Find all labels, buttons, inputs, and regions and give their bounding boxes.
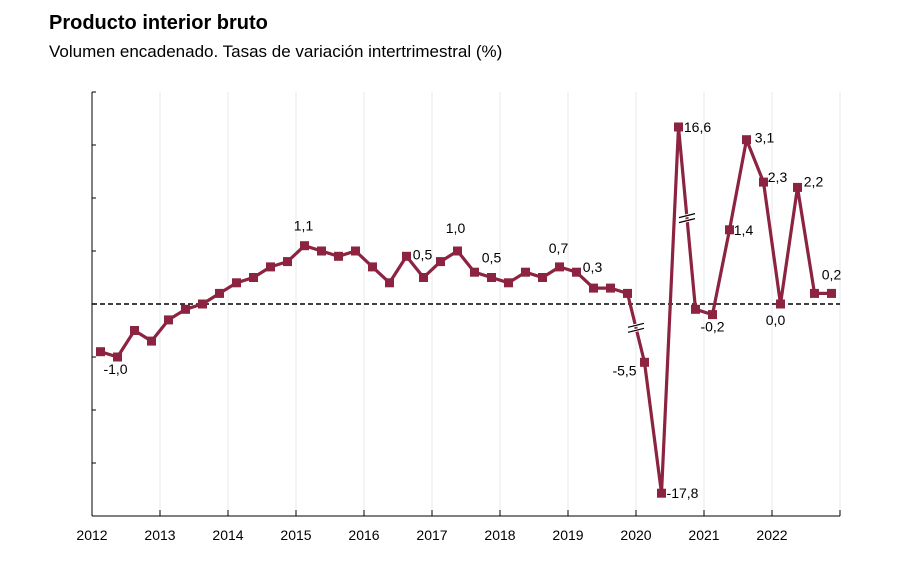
x-tick-label: 2021: [688, 527, 719, 543]
data-label: -17,8: [667, 485, 699, 501]
x-tick-label: 2016: [348, 527, 379, 543]
data-label: 0,7: [549, 240, 569, 256]
data-point: [283, 257, 292, 267]
data-label: 3,1: [755, 130, 775, 146]
x-tick-label: 2022: [756, 527, 787, 543]
data-point: [164, 315, 173, 325]
data-point: [198, 299, 207, 309]
data-point: [572, 267, 581, 277]
data-point: [708, 310, 717, 320]
data-point: [113, 352, 122, 362]
x-tick-label: 2013: [144, 527, 175, 543]
data-point: [538, 273, 547, 282]
data-point: [334, 251, 343, 261]
data-point: [249, 273, 258, 282]
x-tick-label: 2019: [552, 527, 583, 543]
data-point: [589, 283, 598, 293]
data-point: [487, 273, 496, 282]
axis-break-mark: [678, 212, 696, 225]
data-point: [674, 122, 683, 132]
chart-title: Producto interior bruto: [49, 12, 268, 34]
data-label: -0,2: [700, 319, 724, 335]
data-point: [453, 246, 462, 256]
data-point: [827, 288, 836, 298]
data-label: 1,4: [734, 222, 754, 238]
data-label: 1,0: [446, 220, 466, 236]
x-tick-label: 2014: [212, 527, 243, 543]
data-point: [317, 246, 326, 256]
data-point: [351, 246, 360, 256]
data-label: 0,5: [482, 250, 502, 266]
data-point: [810, 288, 819, 298]
data-label: -5,5: [612, 362, 636, 378]
data-point: [606, 283, 615, 293]
data-point: [470, 267, 479, 277]
data-point: [436, 257, 445, 267]
data-point: [691, 304, 700, 314]
data-point: [96, 347, 105, 357]
data-point: [640, 357, 649, 367]
data-label: 2,2: [804, 173, 824, 189]
x-tick-label: 2012: [76, 527, 107, 543]
data-point: [402, 251, 411, 261]
data-point: [759, 177, 768, 187]
axis-break-mark: [627, 321, 645, 334]
data-point: [368, 262, 377, 272]
data-label: 0,3: [583, 259, 603, 275]
data-label: 0,0: [766, 312, 786, 328]
data-label: -1,0: [103, 361, 127, 377]
data-point: [130, 326, 139, 335]
data-label: 16,6: [684, 119, 711, 135]
data-label: 2,3: [768, 169, 788, 185]
x-tick-label: 2015: [280, 527, 311, 543]
data-point: [232, 278, 241, 288]
series-line: [100, 125, 832, 495]
data-label: 0,5: [413, 247, 433, 263]
data-point: [147, 336, 156, 346]
data-point: [419, 273, 428, 282]
x-tick-label: 2017: [416, 527, 447, 543]
data-label: 0,2: [822, 266, 842, 282]
data-point: [504, 278, 513, 288]
data-point: [521, 267, 530, 277]
data-point: [725, 225, 734, 235]
data-point: [776, 299, 785, 309]
data-point: [266, 262, 275, 272]
data-label: 1,1: [294, 218, 314, 234]
data-point: [793, 182, 802, 192]
data-point: [385, 278, 394, 288]
x-tick-label: 2018: [484, 527, 515, 543]
data-point: [215, 288, 224, 298]
chart-subtitle: Volumen encadenado. Tasas de variación i…: [49, 42, 503, 61]
data-point: [181, 304, 190, 314]
data-point: [742, 135, 751, 145]
data-point: [555, 262, 564, 272]
x-tick-label: 2020: [620, 527, 651, 543]
data-point: [623, 288, 632, 298]
data-point: [657, 488, 666, 498]
data-point: [300, 241, 309, 251]
